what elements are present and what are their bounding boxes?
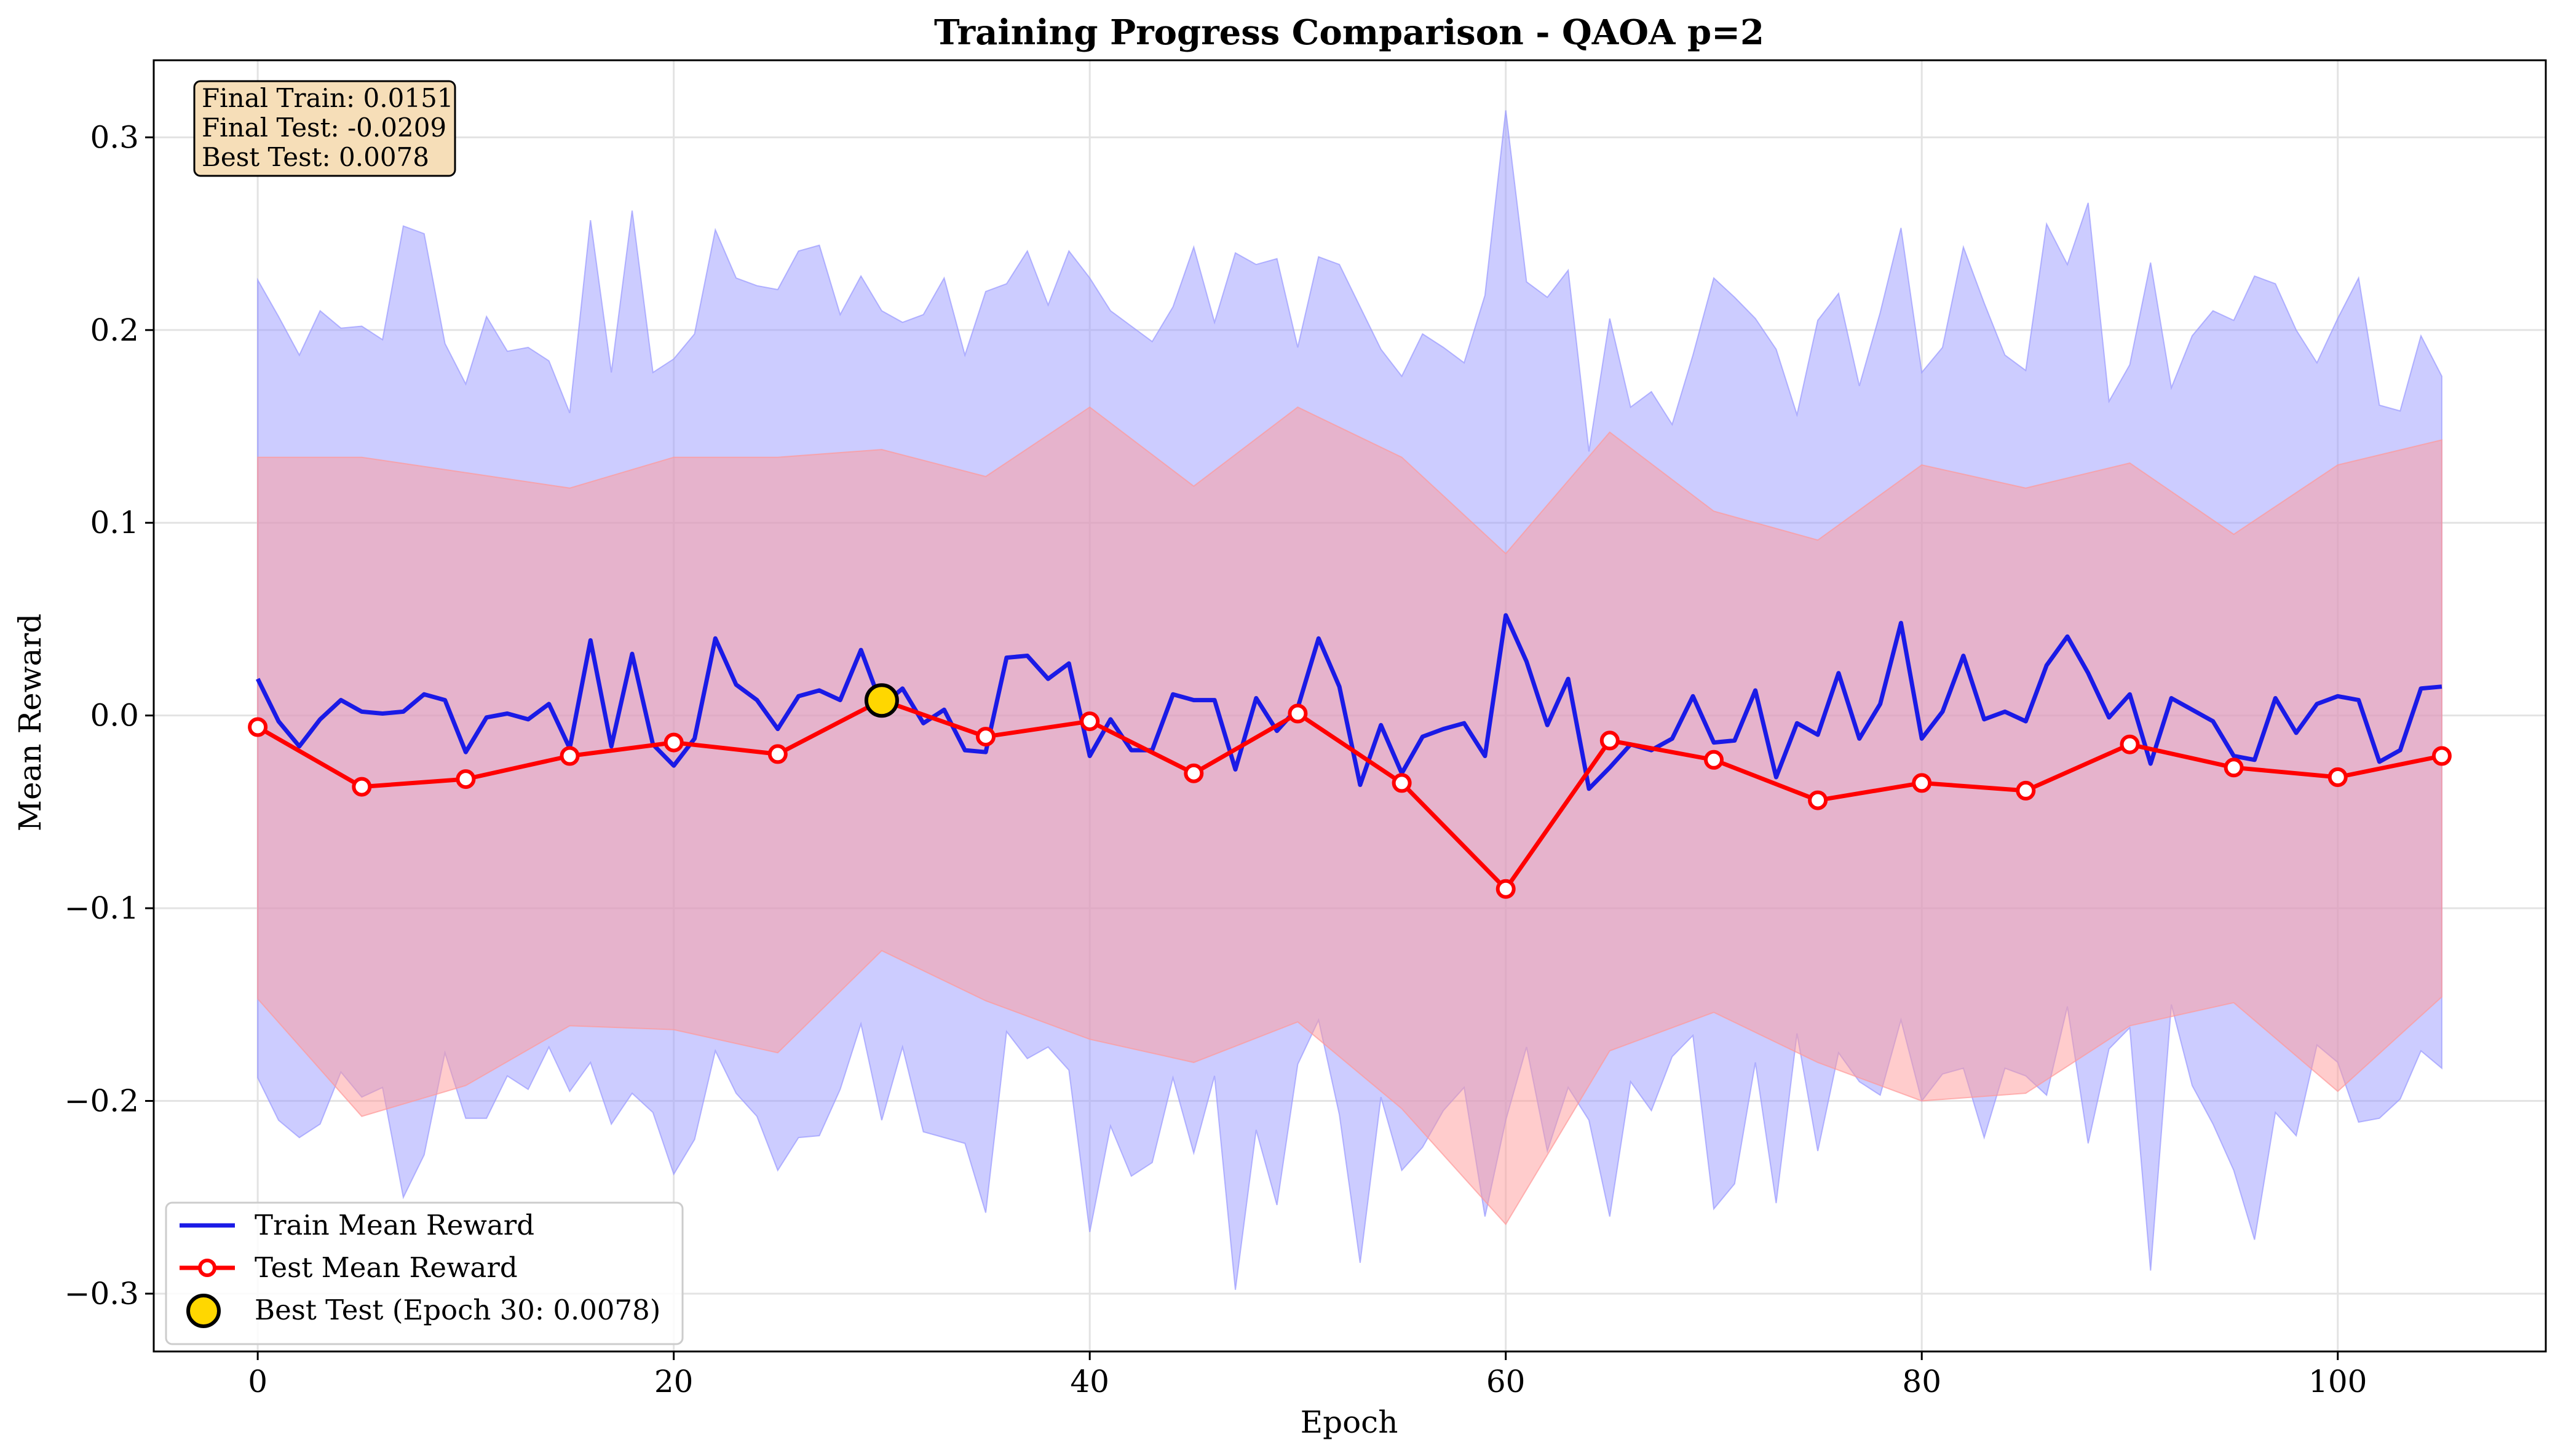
y-tick-label: 0.3 (90, 119, 139, 155)
x-tick-label: 20 (654, 1364, 694, 1399)
test-point (1184, 763, 1204, 783)
x-axis-ticks: 0 20 40 60 80 100 (248, 1351, 2367, 1399)
test-point (976, 727, 996, 747)
x-tick-label: 80 (1902, 1364, 1941, 1399)
plot-frame (153, 59, 2547, 1353)
legend-best-marker (186, 1294, 221, 1328)
y-axis-label: Mean Reward (12, 614, 48, 831)
test-point (1392, 773, 1412, 793)
y-tick-label: −0.2 (65, 1083, 139, 1119)
x-tick-label: 60 (1486, 1364, 1526, 1399)
confidence-bands (257, 110, 2442, 1290)
legend-test-label: Test Mean Reward (255, 1251, 518, 1284)
final-train-text: Final Train: 0.0151 (202, 83, 454, 113)
test-point (2120, 734, 2140, 754)
test-point (560, 746, 580, 766)
legend-best-label: Best Test (Epoch 30: 0.0078) (255, 1294, 660, 1326)
test-mean-line (256, 698, 2442, 892)
chart-title: Training Progress Comparison - QAOA p=2 (934, 12, 1764, 53)
test-point (1599, 730, 1620, 751)
legend: Train Mean Reward Test Mean Reward Best … (165, 1201, 684, 1345)
y-tick-label: 0.1 (90, 505, 139, 540)
final-test-text: Final Test: -0.0209 (202, 113, 446, 143)
series-lines (255, 613, 2442, 892)
test-point (248, 717, 268, 737)
test-point (456, 769, 476, 789)
test-std-band (257, 406, 2442, 1225)
x-tick-label: 0 (248, 1364, 267, 1399)
test-point (664, 732, 684, 753)
test-point (767, 744, 788, 764)
legend-test-marker (198, 1259, 216, 1277)
y-tick-label: 0.2 (90, 312, 139, 348)
y-tick-label: −0.1 (65, 890, 139, 926)
test-point (1912, 773, 1932, 793)
x-tick-label: 100 (2308, 1364, 2367, 1399)
y-tick-label: −0.3 (65, 1276, 139, 1312)
y-axis-ticks: −0.3 −0.2 −0.1 0.0 0.1 0.2 0.3 (65, 119, 154, 1312)
best-test-text: Best Test: 0.0078 (202, 142, 429, 172)
test-point (1808, 790, 1828, 810)
test-point (2224, 758, 2244, 778)
x-tick-label: 40 (1070, 1364, 1109, 1399)
x-axis-label: Epoch (1301, 1404, 1398, 1440)
test-point (2016, 780, 2036, 801)
test-point (1288, 703, 1308, 724)
best-test-point (864, 683, 899, 718)
test-point (352, 777, 372, 797)
test-point (2431, 746, 2452, 766)
train-mean-line (255, 613, 2442, 791)
legend-train-label: Train Mean Reward (255, 1209, 534, 1241)
series-markers (248, 683, 2452, 899)
test-point (1704, 750, 1724, 770)
legend-box (165, 1201, 684, 1345)
test-point (1495, 879, 1516, 899)
test-point (1080, 711, 1100, 732)
stats-annotation-box (193, 80, 456, 177)
y-tick-label: 0.0 (90, 698, 139, 734)
stats-annotation: Final Train: 0.0151 Final Test: -0.0209 … (193, 80, 456, 177)
test-point (2327, 767, 2348, 787)
